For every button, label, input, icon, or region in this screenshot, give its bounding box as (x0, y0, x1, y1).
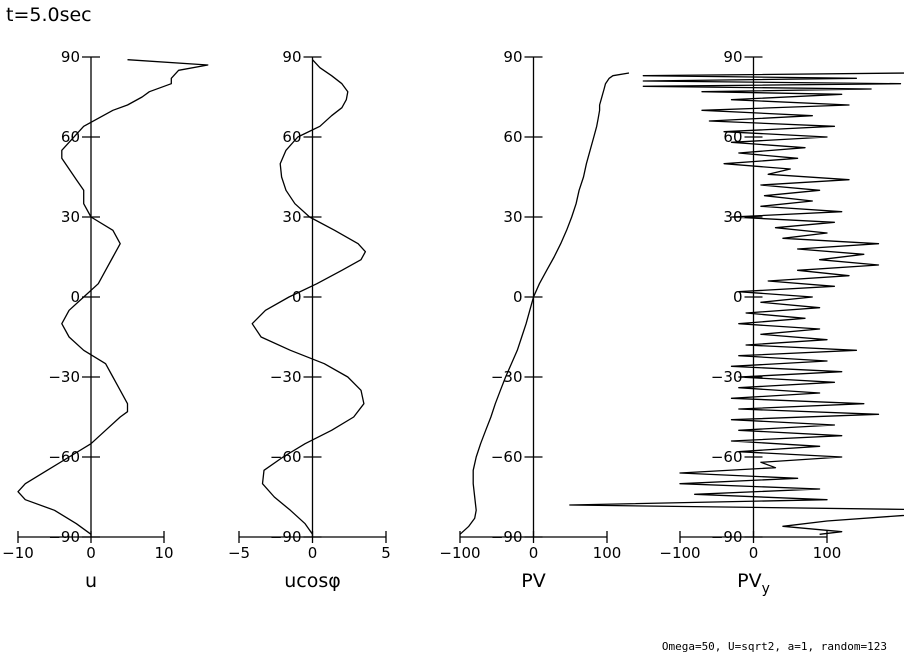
ucos-x-axis-label: ucosφ (284, 570, 341, 592)
pvy-xtick-label: 0 (749, 544, 759, 562)
ucos-ytick-label: −30 (270, 368, 302, 386)
u-xtick-label: −10 (2, 544, 34, 562)
pv-xtick-label: −100 (439, 544, 480, 562)
ucos-ytick-label: 90 (282, 48, 301, 66)
ucos-ytick-label: −90 (270, 528, 302, 546)
pv-ytick-label: 90 (503, 48, 522, 66)
chart-u: 90 60 30 0 −30 −60 −90 −10 0 10 u (2, 48, 209, 592)
pvy-ytick-label: −90 (711, 528, 743, 546)
pv-ytick-label: −60 (491, 448, 523, 466)
pv-ytick-label: 30 (503, 208, 522, 226)
u-ytick-label: 90 (61, 48, 80, 66)
ucos-xtick-label: 5 (381, 544, 391, 562)
ucos-xtick-label: −5 (228, 544, 250, 562)
pvy-ytick-label: 90 (723, 48, 742, 66)
chart-pv: 90 60 30 0 −30 −60 −90 −100 0 100 PV (439, 48, 630, 592)
ucos-series-line (251, 59, 367, 535)
pv-xtick-label: 100 (593, 544, 622, 562)
u-ytick-label: 60 (61, 128, 80, 146)
pv-ytick-label: −30 (491, 368, 523, 386)
ucos-ytick-label: 30 (282, 208, 301, 226)
pvy-xtick-label: 100 (813, 544, 842, 562)
pv-xtick-label: 0 (529, 544, 539, 562)
pv-series-line (459, 72, 630, 535)
pvy-ytick-label: −30 (711, 368, 743, 386)
u-ytick-label: 0 (70, 288, 80, 306)
pvy-xtick-label: −100 (659, 544, 700, 562)
figure-title: t=5.0sec (6, 4, 92, 26)
ucos-ytick-label: 0 (292, 288, 302, 306)
pvy-ytick-label: −60 (711, 448, 743, 466)
u-ytick-label: 30 (61, 208, 80, 226)
pvy-series-line (569, 72, 904, 535)
u-x-axis-label: u (85, 570, 97, 592)
ucos-ytick-label: 60 (282, 128, 301, 146)
pvy-ytick-label: 0 (733, 288, 743, 306)
u-series-line (17, 59, 209, 535)
pv-x-axis-label: PV (521, 570, 545, 592)
u-ytick-label: −30 (48, 368, 80, 386)
pvy-x-axis-label: PVy (737, 570, 770, 597)
ucos-xtick-label: 0 (308, 544, 318, 562)
footer-params: Omega=50, U=sqrt2, a=1, random=123 (662, 640, 887, 653)
pv-ytick-label: 0 (513, 288, 523, 306)
u-xtick-label: 0 (86, 544, 96, 562)
u-ytick-label: −90 (48, 528, 80, 546)
u-xtick-label: 10 (154, 544, 173, 562)
u-ytick-label: −60 (48, 448, 80, 466)
pv-ytick-label: 60 (503, 128, 522, 146)
pv-ytick-label: −90 (491, 528, 523, 546)
